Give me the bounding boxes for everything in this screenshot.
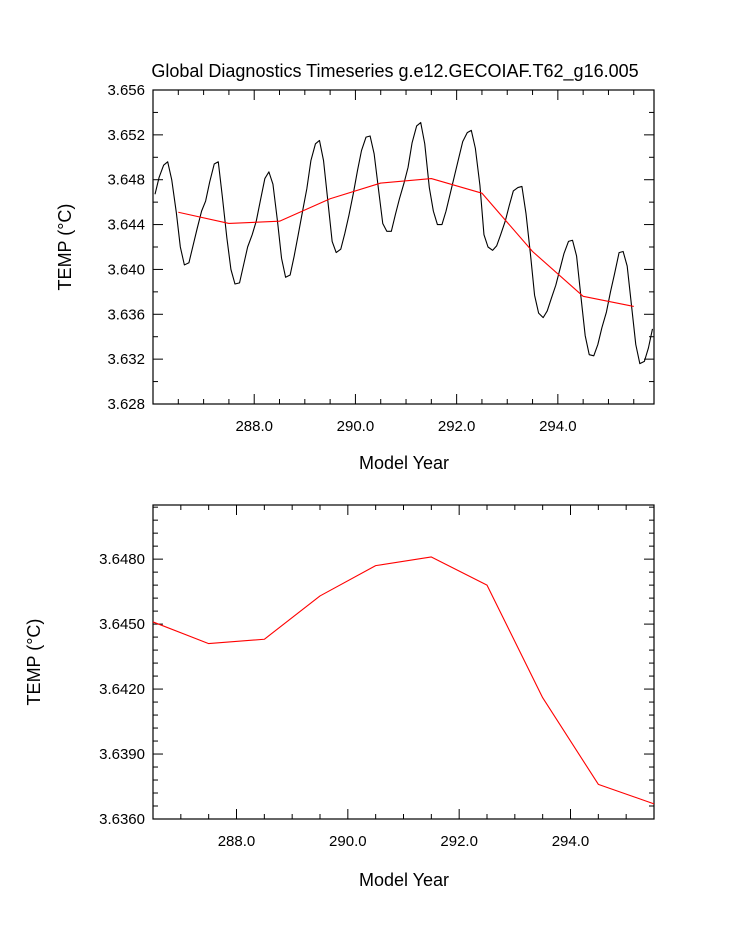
x-tick-label: 292.0 bbox=[440, 833, 478, 850]
bottom-chart: 288.0 290.0 292.0 294.0 3.6360 3.6390 3.6420 3.… bbox=[24, 504, 655, 890]
y-tick-label: 3.636 bbox=[107, 306, 145, 323]
x-tick-label: 292.0 bbox=[438, 418, 476, 435]
series-line-annual-mean bbox=[178, 178, 634, 307]
x-tick-label: 288.0 bbox=[218, 833, 256, 850]
axes: 288.0 290.0 292.0 294.0 3.6360 3.6390 3.6420 3.… bbox=[99, 505, 655, 850]
y-axis-label: TEMP (°C) bbox=[55, 204, 75, 291]
y-tick-label: 3.656 bbox=[107, 82, 145, 99]
plot-frame bbox=[152, 504, 655, 820]
y-tick-label: 3.640 bbox=[107, 261, 145, 278]
y-tick-label: 3.628 bbox=[107, 396, 145, 413]
y-tick-label: 3.6450 bbox=[99, 616, 145, 633]
x-tick-label: 290.0 bbox=[337, 418, 375, 435]
x-tick-label: 294.0 bbox=[552, 833, 590, 850]
y-axis-label: TEMP (°C) bbox=[24, 619, 44, 706]
y-tick-label: 3.644 bbox=[107, 217, 145, 234]
y-tick-label: 3.6390 bbox=[99, 746, 145, 763]
chart-title: Global Diagnostics Timeseries g.e12.GECO… bbox=[151, 61, 638, 82]
y-tick-label: 3.6480 bbox=[99, 551, 145, 568]
top-chart: Global Diagnostics Timeseries g.e12.GECO… bbox=[55, 61, 655, 473]
y-tick-label: 3.6360 bbox=[99, 811, 145, 828]
x-axis-label: Model Year bbox=[359, 453, 449, 473]
x-tick-label: 290.0 bbox=[329, 833, 367, 850]
series-line-annual-mean bbox=[152, 556, 655, 805]
series-line-monthly bbox=[154, 121, 654, 365]
x-tick-label: 294.0 bbox=[539, 418, 577, 435]
y-tick-label: 3.648 bbox=[107, 172, 145, 189]
x-tick-label: 288.0 bbox=[235, 418, 273, 435]
data-lines bbox=[154, 121, 654, 365]
y-tick-label: 3.6420 bbox=[99, 681, 145, 698]
data-lines bbox=[152, 556, 655, 805]
y-tick-label: 3.652 bbox=[107, 127, 145, 144]
axes: 288.0 290.0 292.0 294.0 3.628 3.632 3.636 3.640… bbox=[107, 82, 654, 435]
y-tick-label: 3.632 bbox=[107, 351, 145, 368]
x-axis-label: Model Year bbox=[359, 870, 449, 890]
